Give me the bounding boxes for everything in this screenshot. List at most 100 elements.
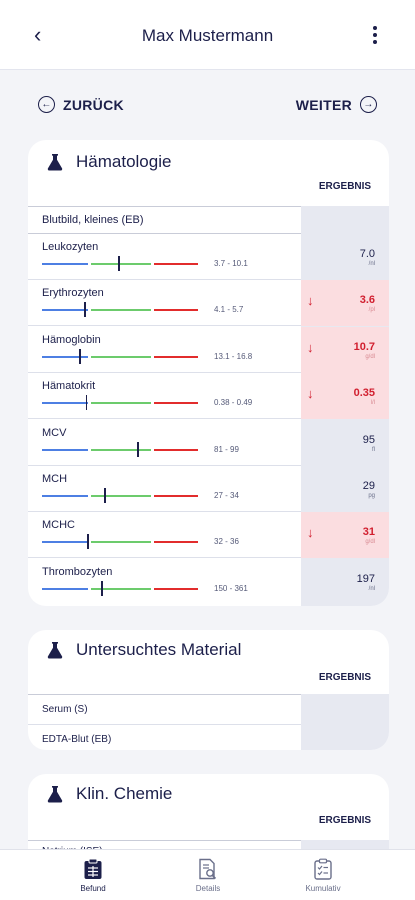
reference-range: 32 - 36 [214,537,239,547]
analyte-name: MCHC [42,519,75,532]
reference-range: 0.38 - 0.49 [214,398,253,408]
flask-icon [47,642,63,659]
range-bar-high [154,263,198,265]
result-value: 10.7 [353,340,375,353]
analyte-name: Thrombozyten [42,565,113,578]
page-title: Max Mustermann [141,26,274,45]
material-card: Untersuchtes Material ERGEBNIS Serum (S)… [28,630,389,750]
tab-label: Befund [80,884,106,893]
analyte-name: Leukozyten [42,241,99,253]
row-divider [28,371,301,373]
range-bar-low [42,309,88,312]
result-column-header: ERGEBNIS [318,672,372,683]
table-row[interactable]: MCHC 32 - 36 ↓ 31 g/dl [28,512,389,559]
bottom-tab-bar: Befund Details Kumulativ [0,849,415,900]
next-button[interactable]: WEITER → [296,96,377,113]
value-marker [84,302,86,318]
analyte-name: MCV [42,426,67,439]
result-value: 29 [362,480,375,492]
result-cell: ↓ 3.6/pl [301,280,389,327]
result-column [301,694,389,750]
list-item[interactable]: Serum (S) [28,695,389,725]
table-row[interactable]: Hämatokrit 0.38 - 0.49 ↓ 0.35 l/l [28,373,389,420]
card-title: Untersuchtes Material [46,640,241,660]
analyte-name: Hämoglobin [42,333,101,346]
result-value: 0.35 [353,387,375,400]
result-column-header: ERGEBNIS [318,181,372,192]
tab-befund[interactable]: Befund [43,858,143,893]
result-navigation: ← ZURÜCK WEITER → [0,96,415,120]
result-value: 31 [362,526,375,539]
range-bar-low [42,448,88,451]
value-marker [87,534,89,550]
hematology-card: Hämatologie ERGEBNIS Blutbild, kleines (… [28,140,389,606]
analyte-name: MCH [42,473,68,485]
tab-kumulativ[interactable]: Kumulativ [273,858,373,893]
kebab-menu-icon[interactable] [373,26,377,47]
result-unit: fl [372,446,375,453]
range-bar-normal [91,309,151,312]
value-marker [118,256,120,271]
range-bar-low [42,541,88,544]
next-label: WEITER [295,96,352,113]
table-row[interactable]: Leukozyten 3.7 - 10.1 7.0/nl [28,234,389,280]
result-unit: g/dl [365,539,375,546]
result-cell: ↓ 31 g/dl [301,512,389,559]
result-cell: 7.0/nl [301,234,389,280]
result-unit: pg [368,493,375,499]
result-unit: l/l [370,400,375,407]
arrow-down-icon: ↓ [307,293,314,309]
clipboard-check-icon [314,858,332,880]
range-bar-high [154,402,198,405]
material-title: Untersuchtes Material [76,640,242,659]
table-row[interactable]: Erythrozyten 4.1 - 5.7 ↓ 3.6/pl [28,280,389,327]
result-cell: ↓ 10.7 g/dl [301,326,389,373]
table-row[interactable]: MCV 81 - 99 95 fl [28,420,389,466]
range-bar-high [154,587,198,590]
hematology-title: Hämatologie [76,152,172,171]
result-value: 3.6 [359,294,375,307]
reference-range: 81 - 99 [214,444,239,454]
flask-icon [47,786,63,803]
range-bar-high [154,541,198,544]
section-label: Blutbild, kleines (EB) [42,214,144,226]
value-marker [79,348,81,364]
tab-details[interactable]: Details [158,858,258,893]
result-cell: 197/nl [301,559,389,605]
range-bar-low [42,495,88,497]
reference-range: 3.7 - 10.1 [214,259,248,268]
material-label: EDTA-Blut (EB) [42,734,112,745]
card-title: Klin. Chemie [46,784,172,804]
table-row[interactable]: MCH 27 - 34 29 pg [28,466,389,512]
table-row[interactable]: Thrombozyten 150 - 361 197/nl [28,559,389,605]
result-unit: /pl [368,307,375,314]
range-bar-high [154,309,198,312]
range-bar-normal [91,402,151,405]
range-bar-low [42,587,88,590]
table-row[interactable]: Hämoglobin 13.1 - 16.8 ↓ 10.7 g/dl [28,326,389,373]
reference-range: 4.1 - 5.7 [214,305,244,315]
range-bar-normal [91,587,151,590]
range-bar-normal [91,263,151,265]
arrow-left-circle-icon: ← [38,96,55,113]
arrow-right-circle-icon: → [360,96,377,113]
row-divider [28,325,301,327]
range-bar-low [42,402,88,405]
value-marker [104,488,106,503]
range-bar-normal [91,355,151,358]
material-label: Serum (S) [42,704,88,715]
result-cell: 29 pg [301,466,389,512]
reference-range: 27 - 34 [214,491,239,500]
result-value: 197 [356,572,375,585]
header-divider [28,840,301,841]
result-value: 95 [362,433,375,446]
range-bar-low [42,355,88,358]
range-bar-normal [91,448,151,451]
result-unit: /nl [368,585,375,592]
analyte-name: Hämatokrit [42,380,96,393]
row-divider [28,418,301,420]
previous-button[interactable]: ← ZURÜCK [38,96,124,113]
chevron-left-icon[interactable]: ‹ [34,22,42,47]
list-item[interactable]: EDTA-Blut (EB) [28,725,389,750]
result-unit: g/dl [365,353,375,360]
